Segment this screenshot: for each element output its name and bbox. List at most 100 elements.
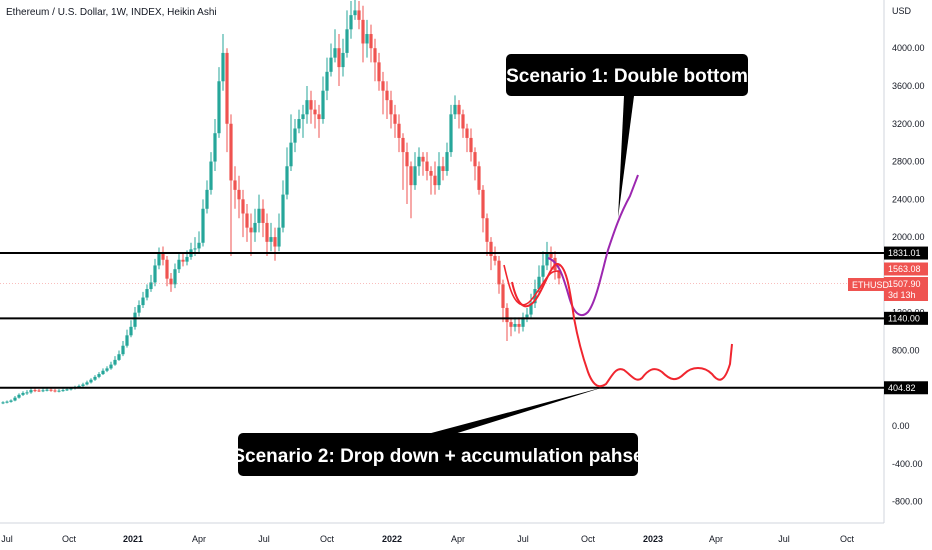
candle-body — [481, 189, 485, 219]
candle-body — [365, 34, 369, 44]
candle-body — [373, 48, 377, 63]
candle-body — [357, 10, 361, 20]
candle-body — [137, 305, 141, 313]
candle-body — [125, 335, 129, 346]
candle-body — [529, 303, 533, 315]
time-tick-label: Jul — [1, 534, 13, 544]
candle-body — [185, 256, 189, 262]
candle-body — [317, 114, 321, 120]
candle-body — [117, 354, 121, 360]
candle-body — [225, 52, 229, 124]
candle-body — [445, 152, 449, 171]
candle-body — [477, 166, 481, 190]
price-axis-unit: USD — [892, 6, 912, 16]
candle-body — [421, 156, 425, 162]
candle-body — [253, 222, 257, 233]
level-label: 1140.00 — [888, 313, 920, 323]
candle-body — [181, 259, 185, 262]
candle-body — [353, 10, 357, 16]
scenario2-path — [511, 263, 733, 388]
candle-body — [165, 259, 169, 279]
scenario1-callout-text: Scenario 1: Double bottom — [506, 66, 748, 87]
candle-body — [289, 142, 293, 167]
candle-body — [345, 29, 349, 53]
candle-body — [321, 90, 325, 120]
candle-body — [69, 388, 73, 390]
candle-body — [429, 170, 433, 176]
candle-body — [5, 401, 9, 403]
candle-body — [37, 390, 41, 392]
chart-title: Ethereum / U.S. Dollar, 1W, INDEX, Heiki… — [6, 7, 217, 18]
candle-body — [193, 248, 197, 250]
candle-body — [441, 166, 445, 171]
candle-body — [385, 90, 389, 101]
candle-body — [325, 71, 329, 91]
price-tick-label: 2400.00 — [892, 194, 925, 204]
candle-body — [417, 156, 421, 167]
candle-body — [77, 385, 81, 388]
candle-body — [81, 384, 85, 386]
candle-body — [333, 48, 337, 58]
candle-body — [45, 389, 49, 391]
candle-body — [309, 100, 313, 110]
candle-body — [305, 100, 309, 115]
candle-body — [349, 15, 353, 30]
candle-body — [509, 322, 513, 327]
candle-body — [57, 390, 61, 392]
countdown-label: 3d 13h — [888, 290, 916, 300]
candle-body — [25, 392, 29, 394]
price-tick-label: -400.00 — [892, 459, 923, 469]
candle-body — [329, 57, 333, 72]
candle-body — [41, 390, 45, 392]
candle-body — [361, 19, 365, 44]
time-tick-label: 2021 — [123, 534, 143, 544]
candle-body — [513, 323, 517, 327]
candle-body — [217, 81, 221, 134]
candle-body — [397, 123, 401, 138]
scenario2-callout-box — [238, 433, 638, 476]
candle-body — [197, 242, 201, 249]
candle-body — [85, 382, 89, 385]
price-tick-label: -800.00 — [892, 497, 923, 507]
candle-body — [517, 323, 521, 327]
candle-body — [129, 326, 133, 336]
price-tick-label: 0.00 — [892, 421, 910, 431]
candle-body — [269, 237, 273, 242]
candles-layer — [1, 0, 561, 405]
candle-body — [453, 104, 457, 115]
level-label: 404.82 — [888, 383, 916, 393]
candle-body — [249, 227, 253, 233]
candle-body — [413, 166, 417, 186]
candle-body — [53, 390, 57, 392]
candle-body — [393, 114, 397, 124]
candle-body — [425, 161, 429, 171]
candle-body — [341, 52, 345, 68]
time-tick-label: 2023 — [643, 534, 663, 544]
candle-body — [89, 379, 93, 383]
candle-body — [153, 265, 157, 283]
candle-body — [221, 52, 225, 82]
price-tick-label: 3200.00 — [892, 119, 925, 129]
price-tick-label: 2800.00 — [892, 157, 925, 167]
time-tick-label: Oct — [62, 534, 77, 544]
candle-body — [173, 269, 177, 285]
projection-paths — [503, 174, 733, 388]
scenario1-callout-pointer — [618, 96, 634, 218]
symbol-tag-bg — [848, 278, 884, 291]
scenario2-callout-text: Scenario 2: Drop down + accumulation pah… — [232, 446, 643, 467]
candle-body — [281, 194, 285, 228]
candle-body — [213, 133, 217, 162]
candle-body — [489, 241, 493, 256]
candle-body — [437, 166, 441, 186]
time-tick-label: 2022 — [382, 534, 402, 544]
candle-body — [241, 199, 245, 214]
last-price-label: 1507.90 — [888, 279, 921, 289]
candle-body — [369, 34, 373, 49]
candle-body — [13, 397, 17, 401]
candle-body — [537, 276, 541, 290]
candle-body — [301, 114, 305, 120]
candle-body — [433, 175, 437, 186]
candle-body — [33, 390, 37, 392]
price-tick-label: 2000.00 — [892, 232, 925, 242]
